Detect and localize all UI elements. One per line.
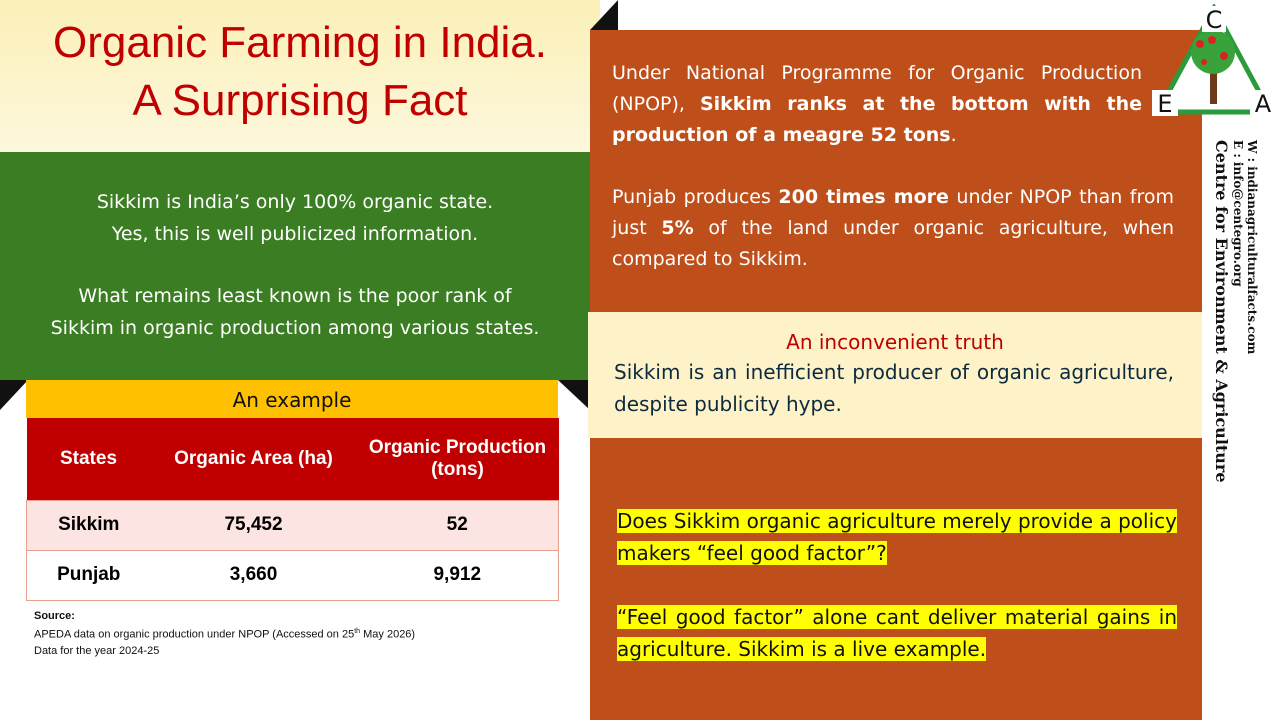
table-cell: 9,912 <box>433 564 482 585</box>
paragraph: Punjab produces 200 times more under NPO… <box>612 182 1174 275</box>
source: Source: APEDA data on organic production… <box>34 608 415 659</box>
title-band <box>0 0 600 152</box>
truth-heading: An inconvenient truth <box>786 330 1004 354</box>
table-cell: 52 <box>446 514 468 535</box>
table-cell: 75,452 <box>224 514 283 535</box>
truth-box: An inconvenient truth Sikkim is an ineff… <box>588 312 1202 438</box>
paragraph: Under National Programme for Organic Pro… <box>612 58 1142 151</box>
truth-text: Sikkim is an inefficient producer of org… <box>614 360 1174 416</box>
text-segment: . <box>950 124 957 146</box>
logo-letter: C <box>1206 6 1223 34</box>
questions: Does Sikkim organic agriculture merely p… <box>617 505 1177 665</box>
column-header: States <box>59 447 118 469</box>
title-line: Organic Farming in India. <box>53 18 547 67</box>
brown-text: Under National Programme for Organic Pro… <box>612 58 1174 306</box>
text-segment: Under National Programme for Organic Pro… <box>612 62 1142 115</box>
org-email: E : info@centegro.org <box>1231 140 1245 287</box>
source-text: APEDA data on organic production under N… <box>34 628 355 641</box>
text-segment: under NPOP than from just <box>612 186 1174 239</box>
data-table: States Organic Area (ha) Organic Product… <box>26 418 559 601</box>
source-text: May 2026) <box>360 628 416 641</box>
text-segment: 5% <box>661 217 694 239</box>
org-name: Centre for Environment & Agriculture <box>1212 140 1231 483</box>
source-sup: th <box>354 628 361 635</box>
column-header: Organic Production (tons) <box>368 436 547 480</box>
text-line: Yes, this is well publicized information… <box>111 223 479 245</box>
title: Organic Farming in India. A Surprising F… <box>0 14 600 130</box>
logo: C E A <box>1152 4 1276 118</box>
text-segment: Punjab produces <box>612 186 779 208</box>
question-text: Does Sikkim organic agriculture merely p… <box>617 509 1177 565</box>
text-line: What remains least known is the poor ran… <box>78 285 512 307</box>
org-info: Centre for Environment & Agriculture E :… <box>1206 140 1259 510</box>
text-segment: 200 times more <box>778 186 949 208</box>
table-cell: Punjab <box>57 564 121 585</box>
logo-letter: A <box>1255 90 1272 118</box>
text-segment: of the land under organic agriculture, w… <box>612 217 1174 270</box>
source-label: Source: <box>34 610 75 622</box>
column-header: Organic Area (ha) <box>174 447 333 469</box>
title-line: A Surprising Fact <box>132 76 468 125</box>
text-line: Sikkim in organic production among vario… <box>50 317 540 339</box>
org-web: W : indianagriculturalfacts.com <box>1245 140 1259 355</box>
question-text: “Feel good factor” alone cant deliver ma… <box>617 605 1177 661</box>
text-segment: Sikkim ranks at the bottom with the prod… <box>612 93 1142 146</box>
source-text: Data for the year 2024-25 <box>34 644 160 657</box>
table-cell: Sikkim <box>58 514 120 535</box>
table-caption: An example <box>26 380 558 418</box>
text-line: Sikkim is India’s only 100% organic stat… <box>96 191 494 213</box>
logo-letter: E <box>1157 90 1172 118</box>
green-panel: Sikkim is India’s only 100% organic stat… <box>0 152 590 380</box>
table-cell: 3,660 <box>229 564 278 585</box>
